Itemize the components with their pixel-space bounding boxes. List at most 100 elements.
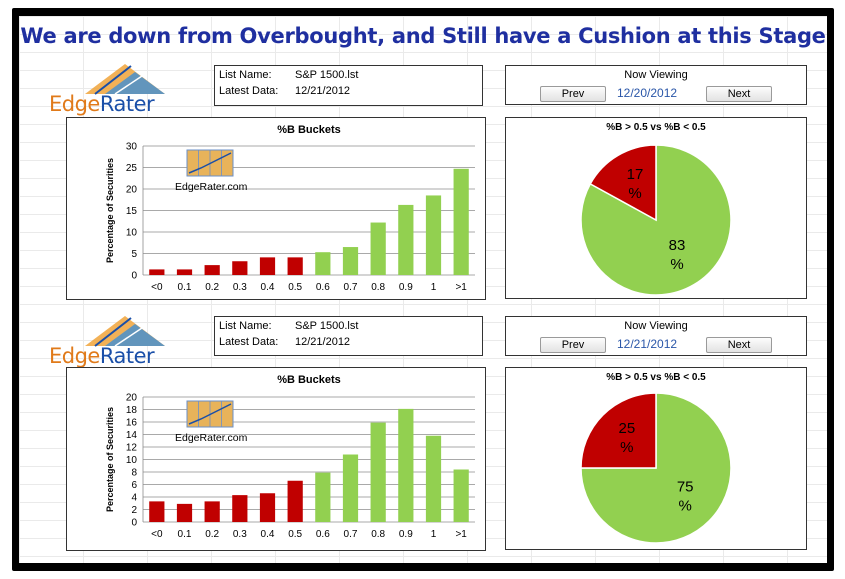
x-tick-label: 0.1 [178, 282, 192, 293]
x-tick-label: 0.3 [233, 529, 247, 540]
prev-button[interactable]: Prev [540, 86, 606, 102]
bar [287, 480, 303, 522]
x-tick-label: 0.6 [316, 282, 330, 293]
pie-data-label: % [628, 185, 641, 202]
y-tick-label: 15 [126, 206, 138, 217]
x-tick-label: 0.4 [261, 282, 275, 293]
bar [398, 204, 414, 275]
chart-title: %B > 0.5 vs %B < 0.5 [606, 122, 706, 133]
bar [453, 168, 469, 275]
latest-data-label: Latest Data: [219, 85, 279, 97]
x-tick-label: <0 [151, 529, 163, 540]
x-tick-label: 0.3 [233, 282, 247, 293]
bar-chart-panel: %B Buckets 0 5 10 15 20 25 30 Percentage of Secu… [66, 117, 486, 300]
list-info-box: List Name: S&P 1500.lst Latest Data: 12/21… [214, 316, 483, 356]
pie-chart-panel: %B > 0.5 vs %B < 0.5 17% 83% [505, 117, 807, 299]
pie-slice [589, 144, 657, 222]
x-tick-label: <0 [151, 282, 163, 293]
bar [370, 222, 386, 275]
bar [204, 265, 220, 275]
prev-button[interactable]: Prev [540, 337, 606, 353]
y-tick-label: 20 [126, 393, 138, 404]
bar [176, 269, 193, 275]
y-tick-label: 2 [131, 505, 137, 516]
logo-graphic-icon [85, 316, 165, 347]
watermark-logo: EdgeRater.com [175, 400, 248, 444]
bar [204, 501, 220, 522]
edgerater-logo: EdgeRater [43, 56, 193, 116]
y-tick-label: 8 [131, 468, 137, 479]
y-tick-label: 0 [131, 518, 137, 529]
y-tick-label: 30 [126, 142, 138, 153]
y-tick-label: 18 [126, 405, 138, 416]
pie-data-label: % [670, 256, 683, 273]
bar [176, 503, 193, 522]
y-tick-label: 20 [126, 185, 138, 196]
logo-text: EdgeRater [49, 344, 155, 368]
next-button[interactable]: Next [706, 337, 772, 353]
now-viewing-title: Now Viewing [624, 320, 688, 332]
x-tick-label: 0.5 [288, 529, 302, 540]
list-info-box: List Name: S&P 1500.lst Latest Data: 12/21… [214, 65, 483, 106]
now-viewing-title: Now Viewing [624, 69, 688, 81]
bar [259, 493, 276, 522]
bar [342, 454, 359, 522]
bar [398, 408, 414, 522]
x-tick-label: 0.7 [344, 529, 358, 540]
edgerater-logo: EdgeRater [43, 308, 193, 368]
x-tick-label: 1 [431, 282, 437, 293]
x-tick-label: 0.7 [344, 282, 358, 293]
y-tick-label: 25 [126, 163, 138, 174]
x-tick-label: 0.9 [399, 282, 413, 293]
watermark-text: EdgeRater.com [175, 432, 248, 444]
watermark-trend-line [188, 152, 232, 174]
y-tick-label: 12 [126, 443, 138, 454]
bar [149, 269, 165, 275]
y-tick-label: 5 [131, 249, 137, 260]
next-button[interactable]: Next [706, 86, 772, 102]
bar [315, 252, 331, 275]
y-tick-label: 6 [131, 480, 137, 491]
watermark-text: EdgeRater.com [175, 181, 248, 193]
x-tick-label: >1 [455, 282, 467, 293]
y-tick-label: 4 [131, 493, 137, 504]
x-tick-label: 0.8 [371, 282, 385, 293]
pie-data-label: 83 [669, 237, 686, 254]
watermark-trend-line [188, 403, 232, 425]
x-tick-label: 0.4 [261, 529, 275, 540]
chart-title: %B Buckets [277, 374, 341, 386]
content-area: We are down from Overbought, and Still h… [19, 16, 827, 563]
pie-slice [580, 392, 732, 544]
x-tick-label: 0.2 [205, 529, 219, 540]
y-tick-label: 0 [131, 271, 137, 282]
pie-data-label: % [678, 497, 691, 514]
chart-title: %B Buckets [277, 124, 341, 136]
bar [453, 469, 469, 522]
y-tick-label: 10 [126, 228, 138, 239]
y-tick-label: 10 [126, 455, 138, 466]
bar [149, 501, 165, 522]
list-name-value: S&P 1500.lst [295, 320, 359, 332]
y-axis-label: Percentage of Securities [105, 158, 115, 263]
chart-title: %B > 0.5 vs %B < 0.5 [606, 372, 706, 383]
viewing-date: 12/20/2012 [617, 86, 678, 100]
x-tick-label: >1 [455, 529, 467, 540]
latest-data-value: 12/21/2012 [295, 85, 351, 97]
logo-text: EdgeRater [49, 92, 155, 116]
y-tick-label: 16 [126, 418, 138, 429]
pie-chart: %B > 0.5 vs %B < 0.5 17% 83% [580, 122, 732, 296]
y-tick-label: 14 [126, 430, 138, 441]
x-tick-label: 0.2 [205, 282, 219, 293]
x-tick-label: 0.6 [316, 529, 330, 540]
logo-graphic-icon [85, 64, 165, 95]
pie-chart-panel: %B > 0.5 vs %B < 0.5 25% 75% [505, 367, 807, 550]
pie-data-label: 75 [677, 478, 694, 495]
now-viewing-box: Now Viewing Prev 12/21/2012 Next [505, 316, 807, 356]
bar-chart-panel: %B Buckets 0 2 4 6 8 10 12 14 16 18 20 Percentage of… [66, 367, 486, 551]
bar-chart: %B Buckets 0 5 10 15 20 25 30 Percentage of Secu… [105, 124, 475, 293]
list-name-value: S&P 1500.lst [295, 69, 359, 81]
latest-data-label: Latest Data: [219, 336, 279, 348]
list-name-label: List Name: [219, 69, 272, 81]
bar [342, 247, 359, 275]
